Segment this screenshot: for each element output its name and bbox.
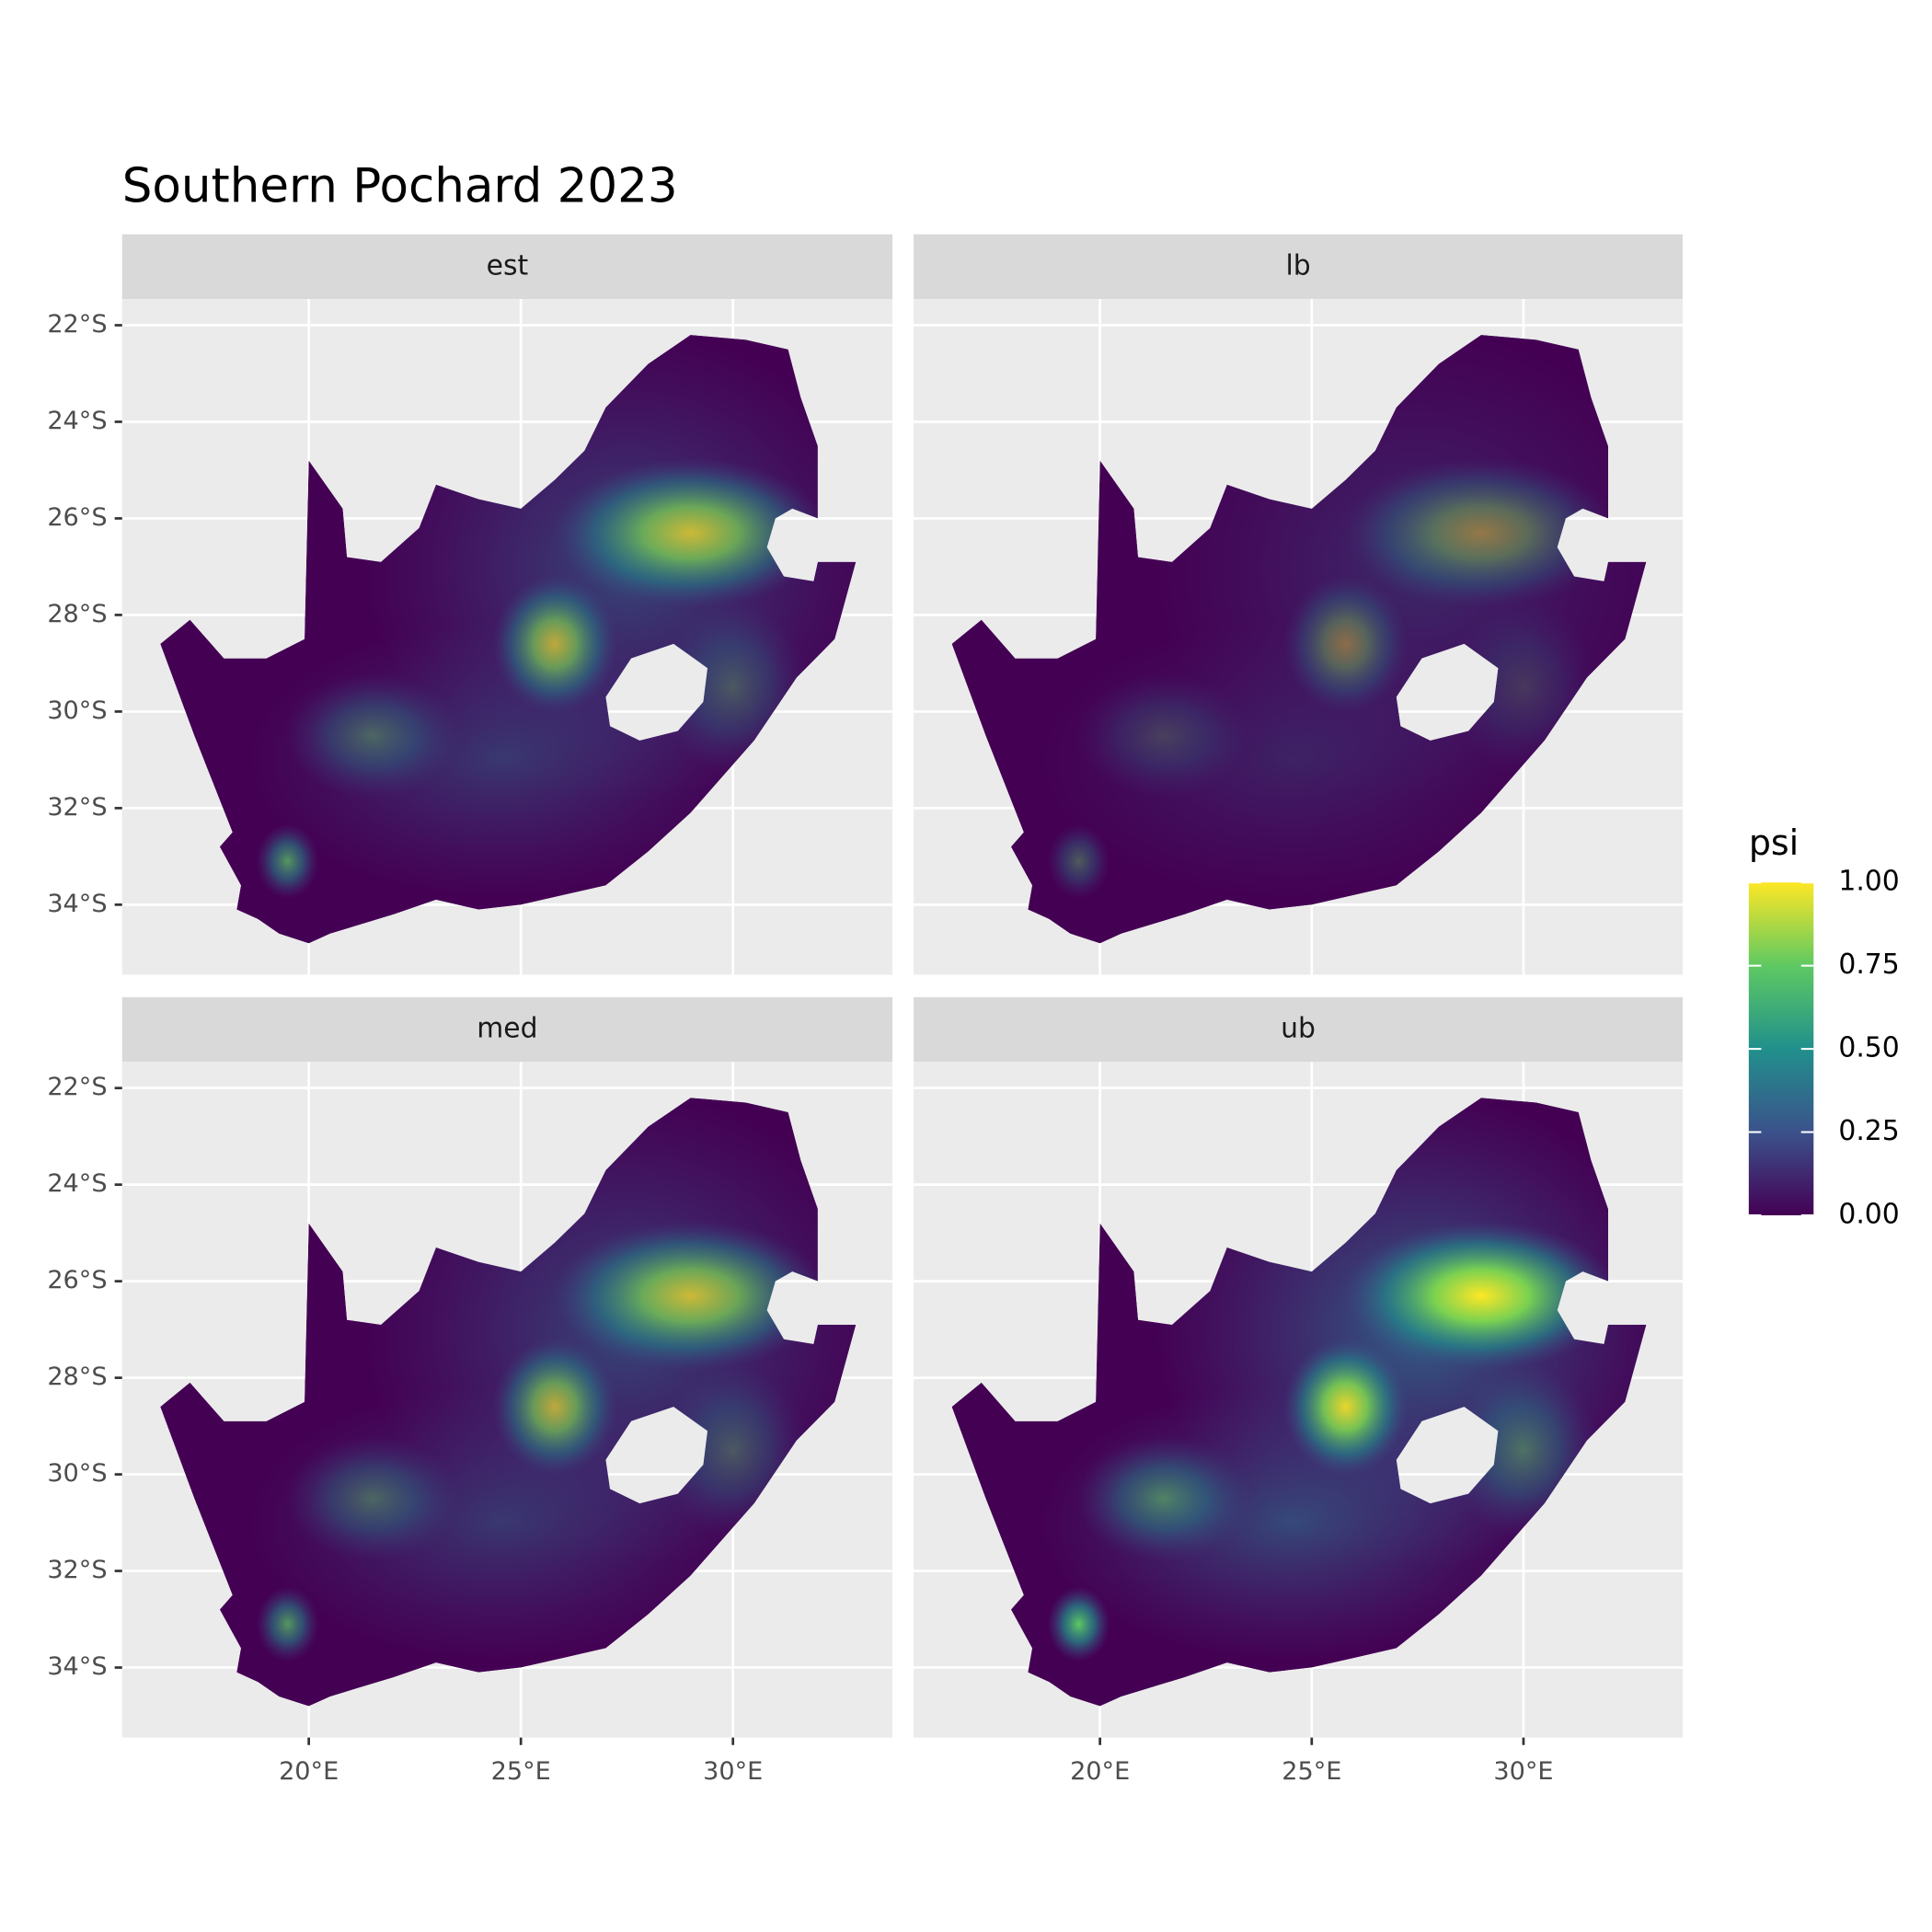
legend-label: 0.00 [1838,1198,1899,1230]
y-tick-label: 26°S [47,503,107,532]
strip-label: lb [1285,249,1310,282]
hotspot [284,673,460,799]
strip-label: est [487,249,529,282]
strip-label: ub [1281,1013,1316,1045]
strip-label: med [477,1013,537,1045]
strip [914,996,1684,1063]
y-tick-label: 34°S [47,890,107,918]
hotspot [1282,1338,1409,1476]
y-tick-label: 32°S [47,793,107,822]
hotspot [256,1586,319,1662]
hotspot [1075,1436,1251,1561]
y-tick-label: 22°S [47,1073,107,1101]
strip [121,996,893,1063]
x-tick-label: 30°E [1493,1757,1553,1786]
x-tick-label: 20°E [279,1757,339,1786]
hotspot [492,575,617,713]
x-tick-label: 20°E [1070,1757,1130,1786]
hotspot [1282,575,1409,713]
y-tick-label: 32°S [47,1556,107,1584]
legend-title: psi [1749,822,1799,863]
y-tick-label: 34°S [47,1652,107,1681]
y-tick-label: 22°S [47,310,107,339]
hotspot [1047,1586,1110,1662]
y-tick-label: 26°S [47,1266,107,1294]
hotspot [1047,823,1110,899]
hotspot [553,457,828,608]
hotspot [1343,1221,1618,1371]
facet-panel: ub [914,996,1684,1738]
strip [914,234,1684,300]
chart-title: Southern Pochard 2023 [122,158,678,213]
y-tick-label: 24°S [47,407,107,435]
x-tick-label: 25°E [1282,1757,1341,1786]
raster [951,1098,1647,1707]
facet-panel: lb [914,234,1684,975]
legend-label: 1.00 [1838,866,1899,898]
y-tick-label: 28°S [47,1363,107,1391]
hotspot [492,1338,617,1476]
x-tick-label: 25°E [491,1757,551,1786]
facet-panel: med [121,996,893,1738]
legend-label: 0.50 [1838,1032,1899,1064]
hotspot [256,823,319,899]
hotspot [284,1436,460,1561]
hotspot [553,1221,828,1371]
y-tick-label: 24°S [47,1169,107,1198]
x-tick-label: 30°E [703,1757,763,1786]
strip [121,234,893,300]
legend-label: 0.75 [1838,949,1899,981]
y-tick-label: 28°S [47,600,107,628]
hotspot [1343,457,1618,608]
legend-label: 0.25 [1838,1115,1899,1147]
y-tick-label: 30°S [47,696,107,725]
y-tick-label: 30°S [47,1459,107,1488]
facet-panel: est [121,234,893,975]
hotspot [1075,673,1251,799]
